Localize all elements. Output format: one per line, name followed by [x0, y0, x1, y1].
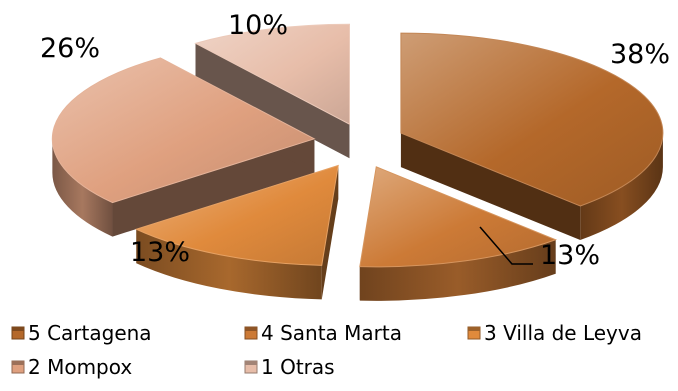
- legend-swatch-shade-3: [468, 327, 480, 331]
- slice-1-side-1: [400, 133, 581, 240]
- slice-4: [51, 57, 316, 237]
- slice-3-top: [134, 164, 339, 266]
- slice-2-wall-0: [359, 239, 556, 301]
- slice-5-top: [194, 23, 350, 126]
- legend-label-5: 1 Otras: [261, 355, 335, 379]
- legend-item-1: 5 Cartagena: [11, 321, 152, 345]
- value-label-3: 13%: [130, 237, 190, 268]
- slice-5: [194, 23, 350, 159]
- slices-layer: [51, 23, 664, 301]
- legend-label-2: 4 Santa Marta: [261, 321, 402, 345]
- slice-4-top: [51, 57, 316, 204]
- slice-1-wall-0: [580, 133, 663, 240]
- legend-label-3: 3 Villa de Leyva: [484, 321, 642, 345]
- slice-4-wall-0: [52, 138, 113, 237]
- legend-item-2: 4 Santa Marta: [244, 321, 402, 345]
- slice-5-side-0: [195, 43, 350, 159]
- value-label-1: 38%: [610, 39, 670, 70]
- legend-label-1: 5 Cartagena: [28, 321, 152, 345]
- legend-swatch-shade-5: [245, 361, 257, 365]
- legend-item-3: 3 Villa de Leyva: [467, 321, 642, 345]
- slice-3-wall-0: [136, 229, 322, 300]
- legend-item-5: 1 Otras: [244, 355, 335, 379]
- legend-swatch-shade-4: [12, 361, 24, 365]
- slice-1: [400, 32, 664, 240]
- legend-swatch-shade-1: [12, 327, 24, 331]
- slice-2-top: [359, 166, 558, 268]
- slice-2: [359, 166, 558, 301]
- slice-4-side-0: [112, 138, 315, 237]
- legend: 5 Cartagena 4 Santa Marta 3 Villa de Leyva…: [11, 321, 642, 379]
- value-label-5: 10%: [228, 10, 288, 41]
- leader-lines: [479, 226, 533, 265]
- slice-1-top: [400, 32, 664, 207]
- value-label-4: 26%: [40, 33, 100, 64]
- value-labels: 38% 13% 13% 26% 10%: [40, 10, 670, 271]
- legend-swatch-shade-2: [245, 327, 257, 331]
- legend-label-4: 2 Mompox: [28, 355, 132, 379]
- legend-item-4: 2 Mompox: [11, 355, 132, 379]
- slice-3: [134, 164, 339, 300]
- leader-line: [479, 226, 533, 265]
- value-label-2: 13%: [540, 240, 600, 271]
